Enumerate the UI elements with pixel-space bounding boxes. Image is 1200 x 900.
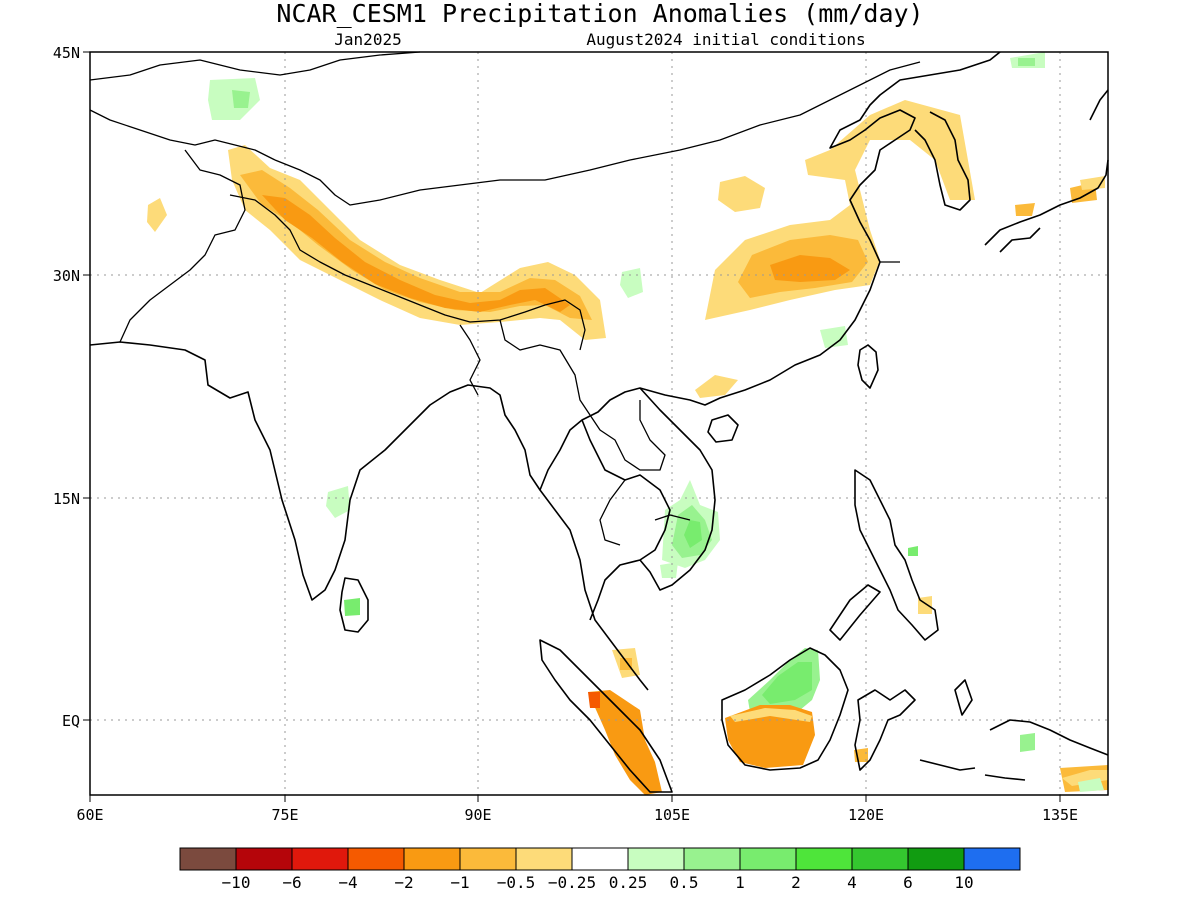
colorbar-label: 4 bbox=[847, 873, 857, 892]
colorbar-label: 2 bbox=[791, 873, 801, 892]
coastlines bbox=[89, 51, 1109, 793]
colorbar-swatch bbox=[627, 847, 685, 871]
colorbar-label: −4 bbox=[338, 873, 357, 892]
lon-tick-105e: 105E bbox=[654, 806, 690, 824]
colorbar-label: −0.5 bbox=[497, 873, 536, 892]
borneo-dry-region bbox=[725, 705, 815, 768]
china-dry-light bbox=[718, 176, 765, 212]
colorbar-swatch bbox=[795, 847, 853, 871]
lon-tick-60e: 60E bbox=[76, 806, 103, 824]
colorbar-swatch bbox=[739, 847, 797, 871]
himalaya-dry-band-core bbox=[262, 195, 570, 312]
colorbar-swatch bbox=[571, 847, 629, 871]
colorbar-swatch bbox=[179, 847, 237, 871]
colorbar-label: −10 bbox=[222, 873, 251, 892]
colorbar-swatch bbox=[963, 847, 1021, 871]
anomaly-shading bbox=[147, 52, 1108, 795]
colorbar-swatch bbox=[459, 847, 517, 871]
lon-axis-labels: 60E 75E 90E 105E 120E 135E bbox=[76, 795, 1078, 824]
lat-tick-15n: 15N bbox=[53, 490, 80, 508]
colorbar-swatch bbox=[851, 847, 909, 871]
colorbar-label: 10 bbox=[954, 873, 973, 892]
lat-tick-45n: 45N bbox=[53, 44, 80, 62]
colorbar-label: 6 bbox=[903, 873, 913, 892]
colorbar-label: 1 bbox=[735, 873, 745, 892]
colorbar-label: −0.25 bbox=[548, 873, 596, 892]
colorbar: −10 −6 −4 −2 −1 −0.5 −0.25 0.25 0.5 1 2 4 6 10 bbox=[179, 847, 1021, 892]
colorbar-swatch bbox=[907, 847, 965, 871]
colorbar-label: −2 bbox=[394, 873, 413, 892]
colorbar-swatch bbox=[347, 847, 405, 871]
colorbar-label: 0.5 bbox=[670, 873, 699, 892]
lon-tick-90e: 90E bbox=[464, 806, 491, 824]
subtitle-left: Jan2025 bbox=[334, 30, 401, 49]
colorbar-label: 0.25 bbox=[609, 873, 648, 892]
colorbar-swatch bbox=[515, 847, 573, 871]
lon-tick-120e: 120E bbox=[848, 806, 884, 824]
map-frame bbox=[89, 51, 1109, 796]
colorbar-swatch bbox=[683, 847, 741, 871]
lat-lon-gridlines bbox=[90, 52, 1108, 795]
colorbar-label: −6 bbox=[282, 873, 301, 892]
map-plot-area bbox=[89, 51, 1109, 796]
subtitle-right: August2024 initial conditions bbox=[586, 30, 865, 49]
colorbar-label: −1 bbox=[450, 873, 469, 892]
lat-tick-eq: EQ bbox=[62, 712, 80, 730]
country-borders bbox=[89, 51, 921, 546]
colorbar-swatch bbox=[291, 847, 349, 871]
colorbar-swatch bbox=[403, 847, 461, 871]
colorbar-swatch bbox=[235, 847, 293, 871]
map-title: NCAR_CESM1 Precipitation Anomalies (mm/d… bbox=[276, 0, 923, 28]
sumatra-dry-region bbox=[588, 690, 662, 795]
lat-tick-30n: 30N bbox=[53, 267, 80, 285]
lon-tick-75e: 75E bbox=[271, 806, 298, 824]
lat-axis-labels: 45N 30N 15N EQ bbox=[53, 44, 90, 730]
lon-tick-135e: 135E bbox=[1042, 806, 1078, 824]
